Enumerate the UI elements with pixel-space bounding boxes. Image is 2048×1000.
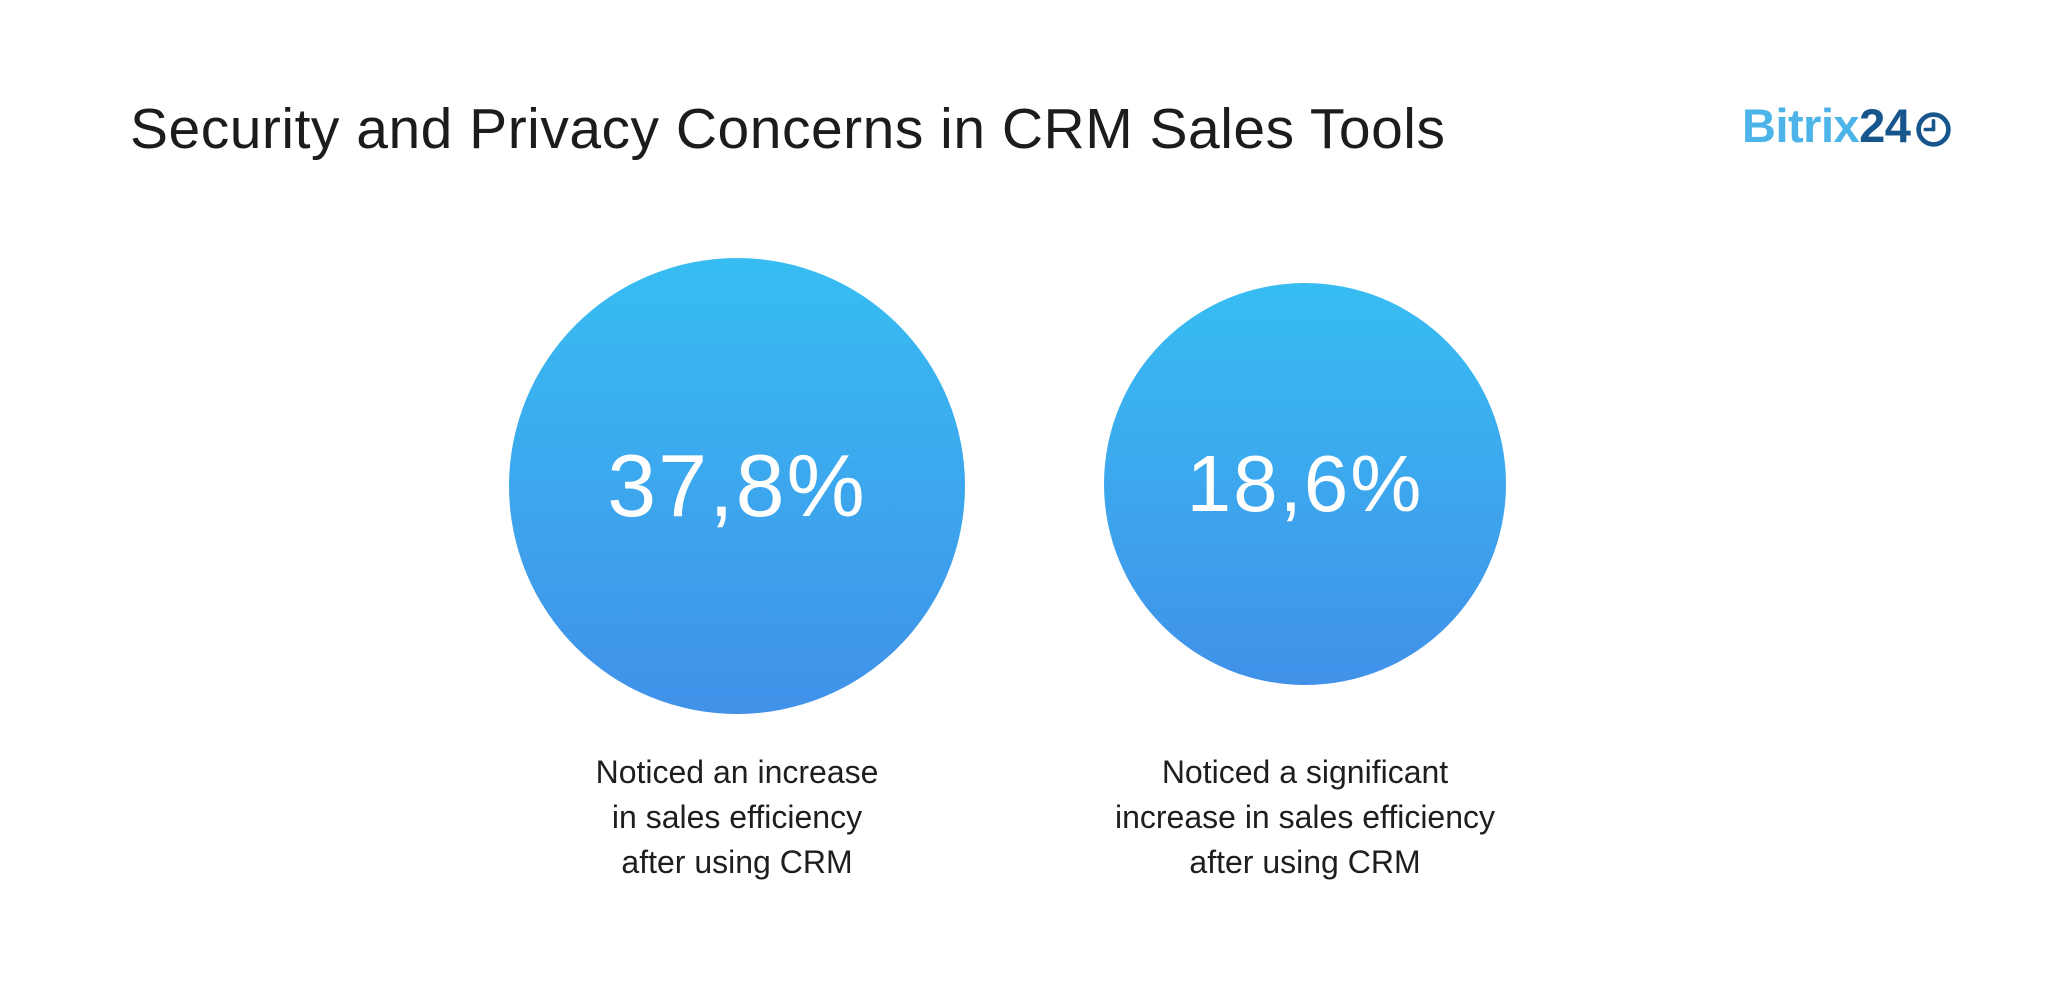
caption-line: after using CRM [621, 844, 853, 880]
stat-value-2: 18,6% [1186, 439, 1424, 528]
logo-text-bitrix: Bitrix [1742, 99, 1860, 152]
stat-caption-1: Noticed an increase in sales efficiency … [437, 750, 1037, 885]
bitrix24-logo: Bitrix 24 [1742, 102, 1952, 149]
caption-line: Noticed an increase [595, 754, 879, 790]
stat-value-1: 37,8% [607, 436, 867, 535]
stat-caption-2: Noticed a significant increase in sales … [1005, 750, 1605, 885]
stat-circle-2: 18,6% [1104, 283, 1506, 685]
stat-circle-1: 37,8% [509, 258, 965, 714]
caption-line: after using CRM [1189, 844, 1421, 880]
caption-line: in sales efficiency [611, 799, 863, 835]
caption-line: increase in sales efficiency [1114, 799, 1496, 835]
clock-icon [1915, 108, 1952, 147]
caption-line: Noticed a significant [1161, 754, 1449, 790]
logo-text-24: 24 [1859, 99, 1911, 152]
page-title: Security and Privacy Concerns in CRM Sal… [130, 97, 1446, 161]
